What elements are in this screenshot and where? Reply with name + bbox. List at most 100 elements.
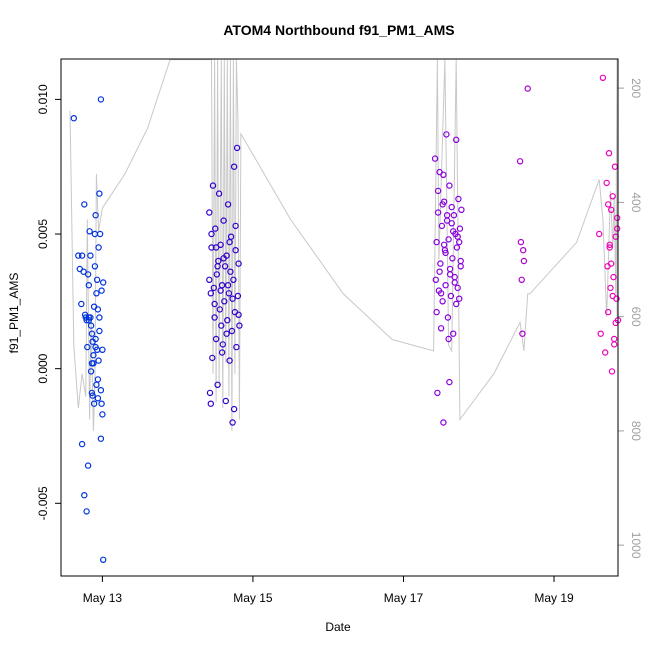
data-point bbox=[603, 179, 610, 187]
data-point bbox=[611, 341, 618, 348]
data-point bbox=[451, 279, 458, 286]
series-4 bbox=[516, 85, 531, 337]
data-point bbox=[440, 419, 447, 426]
x-tick-label: May 13 bbox=[83, 591, 123, 605]
data-point bbox=[211, 314, 218, 321]
data-point bbox=[227, 268, 234, 275]
data-point bbox=[92, 335, 99, 343]
data-point bbox=[94, 306, 102, 313]
data-point bbox=[97, 435, 105, 442]
data-point bbox=[90, 352, 97, 359]
data-point bbox=[445, 236, 452, 243]
data-point bbox=[221, 298, 228, 305]
data-point bbox=[609, 193, 616, 200]
x-tick-label: May 17 bbox=[384, 591, 424, 605]
data-point bbox=[217, 241, 224, 248]
data-point bbox=[610, 273, 617, 281]
data-point bbox=[220, 217, 227, 224]
data-point bbox=[90, 360, 97, 367]
data-point bbox=[85, 282, 93, 289]
data-point bbox=[99, 411, 106, 418]
data-point bbox=[70, 114, 78, 122]
data-point bbox=[442, 249, 449, 257]
data-point bbox=[439, 298, 446, 305]
data-point bbox=[230, 163, 238, 170]
data-point bbox=[606, 241, 613, 248]
data-point bbox=[97, 96, 105, 103]
data-point bbox=[437, 325, 445, 332]
data-point bbox=[87, 322, 95, 329]
data-point bbox=[99, 556, 107, 564]
data-point bbox=[83, 508, 90, 515]
data-point bbox=[450, 211, 458, 219]
data-point bbox=[207, 400, 214, 407]
data-point bbox=[599, 74, 607, 82]
data-point bbox=[448, 203, 455, 211]
data-point bbox=[607, 284, 614, 292]
data-point bbox=[212, 244, 220, 251]
data-point bbox=[605, 149, 613, 157]
x-axis-label: Date bbox=[325, 620, 351, 634]
data-point bbox=[520, 257, 528, 265]
data-point bbox=[214, 381, 221, 388]
data-point bbox=[602, 349, 609, 356]
data-point bbox=[453, 300, 460, 308]
data-point bbox=[211, 300, 218, 308]
data-point bbox=[226, 357, 233, 364]
data-point bbox=[608, 260, 615, 267]
axes-layer: May 13 May 15 May 17 May 19 -0.005 0.000 0.005… bbox=[36, 78, 643, 605]
data-point bbox=[220, 255, 227, 262]
data-point bbox=[78, 440, 86, 448]
data-point bbox=[221, 263, 229, 270]
data-point bbox=[94, 376, 102, 383]
data-point bbox=[446, 271, 454, 278]
data-point bbox=[229, 295, 236, 302]
data-point bbox=[96, 190, 103, 197]
data-point bbox=[96, 314, 103, 321]
data-point bbox=[90, 400, 98, 407]
data-point bbox=[517, 238, 525, 246]
data-point bbox=[445, 335, 452, 343]
data-point bbox=[447, 292, 455, 300]
right-tick-label: 1000 bbox=[629, 532, 643, 559]
data-point bbox=[84, 343, 91, 351]
data-point bbox=[209, 182, 217, 189]
data-point bbox=[86, 228, 93, 235]
data-point bbox=[217, 287, 224, 294]
data-point bbox=[98, 400, 105, 407]
y-tick-label: 0.005 bbox=[36, 219, 50, 249]
data-point bbox=[85, 317, 93, 324]
data-point bbox=[453, 244, 461, 251]
data-point bbox=[219, 341, 226, 348]
data-point bbox=[97, 387, 105, 394]
data-point bbox=[438, 222, 446, 230]
data-point bbox=[457, 263, 464, 270]
data-point bbox=[440, 241, 448, 248]
right-tick-label: 200 bbox=[629, 78, 643, 98]
data-point bbox=[228, 327, 236, 335]
data-point bbox=[453, 136, 460, 143]
data-point bbox=[446, 378, 453, 386]
data-point bbox=[232, 246, 239, 254]
data-point bbox=[80, 268, 87, 275]
data-point bbox=[224, 317, 231, 324]
data-point bbox=[89, 392, 96, 399]
data-point bbox=[520, 246, 527, 254]
data-point bbox=[95, 357, 102, 364]
data-point bbox=[455, 195, 462, 203]
data-point bbox=[81, 201, 88, 208]
data-point bbox=[605, 201, 612, 208]
data-point bbox=[605, 308, 612, 316]
series-3 bbox=[431, 131, 465, 426]
data-point bbox=[444, 314, 452, 321]
data-point bbox=[213, 271, 220, 278]
data-point bbox=[229, 419, 236, 426]
data-point bbox=[224, 201, 232, 208]
data-point bbox=[432, 276, 439, 283]
data-point bbox=[94, 395, 102, 402]
data-point bbox=[75, 252, 82, 259]
data-point bbox=[516, 158, 524, 165]
data-point bbox=[448, 220, 455, 227]
data-point bbox=[81, 492, 88, 499]
